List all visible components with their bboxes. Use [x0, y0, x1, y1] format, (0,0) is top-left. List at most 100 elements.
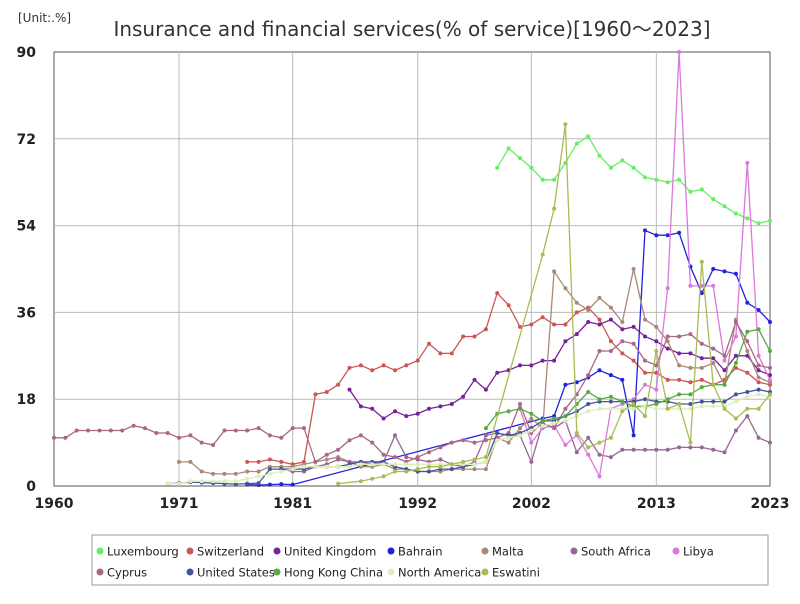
- data-point-switzerland: [756, 380, 761, 385]
- data-point-south-africa: [597, 452, 602, 457]
- data-point-switzerland: [370, 368, 375, 373]
- data-point-cyprus: [665, 334, 670, 339]
- data-point-eswatini: [472, 457, 477, 462]
- data-point-south-africa: [745, 414, 750, 419]
- data-point-south-africa: [631, 447, 636, 452]
- data-point-cyprus: [415, 455, 420, 460]
- data-point-switzerland: [506, 303, 511, 308]
- legend-label: United Kingdom: [284, 545, 376, 559]
- data-point-switzerland: [631, 358, 636, 363]
- data-point-united-kingdom: [631, 324, 636, 329]
- data-point-switzerland: [597, 317, 602, 322]
- data-point-bahrain: [290, 482, 295, 487]
- data-point-eswatini: [699, 259, 704, 264]
- data-point-cyprus: [142, 426, 147, 431]
- data-point-luxembourg: [699, 187, 704, 192]
- data-point-cyprus: [222, 428, 227, 433]
- data-point-cyprus: [52, 435, 56, 440]
- data-point-luxembourg: [620, 158, 625, 163]
- data-point-luxembourg: [654, 177, 659, 182]
- data-point-north-america: [586, 409, 591, 414]
- data-point-switzerland: [324, 390, 329, 394]
- data-point-united-kingdom: [597, 322, 602, 327]
- data-point-cyprus: [199, 440, 204, 445]
- data-point-malta: [199, 469, 204, 474]
- data-point-malta: [472, 467, 477, 472]
- data-point-libya: [529, 440, 534, 445]
- data-point-cyprus: [233, 428, 238, 433]
- data-point-switzerland: [245, 459, 250, 464]
- data-point-malta: [756, 375, 761, 380]
- legend-label: Libya: [683, 545, 714, 559]
- data-point-switzerland: [518, 324, 522, 329]
- data-point-malta: [177, 459, 181, 464]
- data-point-switzerland: [358, 363, 363, 368]
- data-point-united-states: [699, 399, 704, 404]
- data-point-south-africa: [574, 450, 579, 455]
- legend-marker: [387, 547, 395, 555]
- data-point-cyprus: [631, 341, 636, 346]
- data-point-cyprus: [620, 339, 625, 344]
- data-point-switzerland: [313, 392, 318, 397]
- data-point-cyprus: [552, 426, 557, 431]
- data-point-north-america: [540, 423, 545, 428]
- data-point-switzerland: [267, 457, 272, 462]
- data-point-united-kingdom: [586, 320, 591, 324]
- data-point-bahrain: [722, 269, 727, 274]
- data-point-united-kingdom: [756, 368, 761, 373]
- data-point-north-america: [506, 435, 511, 440]
- legend-label: North America: [398, 566, 481, 580]
- data-point-luxembourg: [733, 211, 738, 216]
- series-united-kingdom: [347, 317, 772, 421]
- data-point-cyprus: [608, 349, 613, 353]
- data-point-south-africa: [756, 435, 761, 440]
- data-point-cyprus: [97, 428, 102, 433]
- data-point-north-america: [495, 438, 500, 443]
- legend-item-bahrain: Bahrain: [387, 545, 442, 559]
- data-point-libya: [745, 160, 750, 165]
- data-point-switzerland: [427, 341, 431, 346]
- data-point-malta: [608, 305, 613, 310]
- data-point-hong-kong-china: [563, 414, 568, 419]
- data-point-cyprus: [699, 341, 704, 346]
- data-point-eswatini: [711, 382, 716, 387]
- data-point-cyprus: [427, 450, 431, 455]
- data-point-north-america: [279, 469, 284, 474]
- unit-label: [Unit:.%]: [18, 11, 71, 25]
- data-point-united-kingdom: [620, 327, 625, 332]
- data-point-malta: [597, 295, 602, 300]
- data-point-cyprus: [256, 426, 261, 431]
- legend-item-luxembourg: Luxembourg: [96, 545, 179, 559]
- data-point-cyprus: [245, 428, 250, 433]
- data-point-south-africa: [722, 450, 727, 455]
- data-point-cyprus: [63, 435, 68, 440]
- data-point-eswatini: [563, 122, 568, 127]
- data-point-libya: [688, 283, 693, 288]
- data-point-switzerland: [449, 351, 454, 356]
- legend: Luxembourg Switzerland United Kingdom Bahra…: [96, 545, 714, 580]
- data-point-north-america: [302, 464, 306, 469]
- data-point-bahrain: [631, 433, 636, 438]
- data-point-switzerland: [745, 370, 750, 375]
- data-point-switzerland: [393, 368, 397, 373]
- data-point-eswatini: [483, 455, 488, 460]
- legend-label: Eswatini: [492, 566, 540, 580]
- data-point-luxembourg: [756, 221, 761, 226]
- data-point-cyprus: [336, 447, 341, 452]
- y-tick-label: 54: [17, 219, 37, 235]
- data-point-united-kingdom: [415, 411, 420, 416]
- data-point-north-america: [688, 406, 693, 411]
- data-point-eswatini: [336, 481, 341, 486]
- data-point-united-states: [711, 399, 716, 404]
- data-point-eswatini: [677, 402, 682, 406]
- legend-marker: [481, 547, 489, 555]
- data-point-south-africa: [677, 445, 682, 450]
- data-point-hong-kong-china: [608, 394, 613, 399]
- data-point-hong-kong-china: [620, 399, 625, 404]
- data-point-malta: [518, 426, 522, 431]
- data-point-south-africa: [768, 440, 772, 445]
- data-point-bahrain: [267, 482, 272, 487]
- data-point-switzerland: [552, 322, 557, 327]
- data-point-eswatini: [768, 392, 772, 397]
